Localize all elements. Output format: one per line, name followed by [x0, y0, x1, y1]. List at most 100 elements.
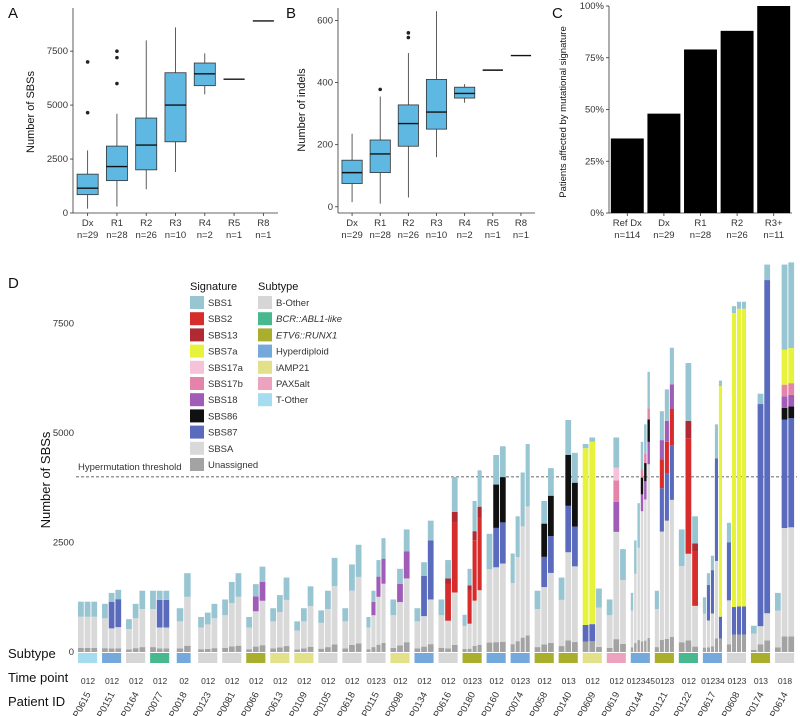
bar-segment-sbs1 [572, 452, 578, 483]
bar-segment-sbs1 [294, 621, 301, 631]
bar-segment-sbs7a [582, 448, 589, 625]
subtype-strip-p0134 [414, 653, 434, 663]
bar-segment-sbs1 [757, 393, 764, 405]
time-point-label: 012 [538, 676, 552, 686]
patient-id-label: P0115 [360, 690, 382, 716]
box [76, 173, 99, 196]
bar-segment-sbsa [427, 599, 434, 645]
bar-segment-sbsa [325, 609, 331, 648]
bar-segment-sbs86 [788, 406, 795, 419]
panel-c-barchart: 0% 25% 50% 75% 100% Ref Dxn=114 Dxn=29 R1n=28 R2… [580, 1, 792, 241]
box [105, 145, 128, 182]
bar-segment-sbsa [438, 615, 445, 648]
bar-segment-sbs13 [692, 543, 698, 552]
bar-segment-sbsa [371, 615, 376, 648]
y-tick-label: 5000 [47, 100, 68, 111]
bar-segment-sbsa [525, 506, 530, 636]
bar-segment-sbs1 [664, 389, 669, 421]
bar-segment-unassigned [371, 647, 376, 652]
legend-swatch-subtype [258, 328, 272, 342]
legend-swatch-sbs2 [190, 312, 204, 326]
subtype-strip-p0180 [462, 653, 482, 663]
bar-segment-unassigned [84, 647, 91, 652]
bar-segment-sbs1 [427, 520, 434, 541]
bar-segment-sbs1 [307, 586, 314, 607]
bar-segment-sbs87 [565, 505, 572, 553]
patient-id-label: P0066 [239, 690, 262, 716]
bar-segment-unassigned [300, 648, 307, 652]
bar-segment-sbs87 [115, 599, 122, 628]
legend-label-sbs18: SBS18 [208, 395, 238, 406]
subtype-strip-p0608 [726, 653, 747, 663]
legend-swatch-unassigned [190, 458, 204, 471]
bar-segment-sbs86 [541, 523, 548, 557]
bar-segment-unassigned [427, 644, 434, 652]
bar [610, 138, 644, 213]
bar-segment-sbs17b [613, 480, 620, 502]
bar-segment-sbsa [750, 633, 757, 650]
box [164, 72, 187, 143]
bar-segment-unassigned [647, 637, 650, 652]
bar-segment-sbsa [91, 616, 98, 648]
y-tick-label: 7500 [47, 46, 68, 57]
bar-segment-sbs1 [462, 614, 467, 626]
bar-segment-sbsa [692, 605, 698, 647]
bar-segment-unassigned [91, 647, 98, 652]
bar-segment-sbsa [558, 599, 565, 647]
x-count-label: n=1 [513, 230, 529, 241]
bar-segment-sbsa [640, 511, 644, 642]
bar-segment-sbs87 [664, 473, 669, 521]
bar-segment-sbs1 [764, 264, 771, 281]
legend: SBS1 SBS2 SBS13 SBS7a SBS17a SBS17b SBS18 SBS86… [190, 296, 342, 471]
legend-label-subtype: T-Other [276, 395, 308, 406]
x-count-label: n=29 [77, 230, 98, 241]
bar-segment-sbs1 [630, 592, 634, 611]
subtype-strip-p0121 [654, 653, 674, 663]
panel-d-ylabel: Number of SBSs [38, 431, 53, 528]
bar-segment-sbsa [163, 627, 170, 649]
x-tick-label: R3 [169, 218, 181, 229]
patient-id-label: P0608 [720, 690, 743, 716]
bar-segment-unassigned [198, 649, 204, 652]
bar-segment-unassigned [211, 648, 218, 652]
bar-segment-sbs1 [781, 264, 788, 350]
bar [757, 6, 791, 213]
bar-segment-unassigned [294, 649, 301, 652]
patient-id-label: P0123 [191, 690, 214, 716]
bar-segment-sbsa [349, 590, 355, 645]
subtype-strip-p0074 [510, 653, 530, 663]
subtype-strip-p0077 [150, 653, 170, 663]
bar-segment-sbsa [294, 630, 301, 650]
bar-segment-sbsa [176, 621, 184, 649]
bar-segment-sbsa [403, 578, 410, 643]
bar-segment-sbs13 [445, 578, 451, 584]
bar-segment-sbs1 [486, 533, 493, 570]
bar-segment-sbs1 [606, 599, 613, 616]
bar-segment-sbs1 [706, 573, 710, 586]
bar-segment-sbs1 [276, 595, 283, 613]
subtype-strip-p0018 [176, 653, 191, 663]
bar-segment-sbsa [235, 596, 242, 646]
bar-segment-sbsa [565, 552, 572, 641]
bar-segment-sbs87 [736, 606, 742, 635]
patient-id-label: P0122 [672, 690, 695, 716]
bar-segment-sbsa [222, 615, 228, 648]
bar-segment-sbs1 [596, 588, 602, 608]
bar-segment-sbsa [659, 531, 664, 640]
legend-swatch-sbs86 [190, 409, 204, 423]
panel-a-ylabel: Number of SBSs [25, 71, 37, 153]
bar-segment-sbs1 [108, 592, 115, 602]
bar-segment-unassigned [246, 649, 253, 652]
bar-segment-sbs1 [102, 603, 108, 619]
bar-segment-unassigned [235, 645, 242, 652]
bar-segment-unassigned [331, 644, 338, 652]
bar-segment-sbs1 [438, 599, 445, 616]
bar-segment-sbs86 [499, 477, 506, 523]
time-point-label: 012 [345, 676, 359, 686]
x-count-label: n=11 [763, 230, 784, 241]
bar-segment-unassigned [259, 645, 266, 652]
bar-segment-sbs86 [572, 482, 578, 527]
bar-segment-sbs1 [421, 562, 427, 576]
bar-segment-unassigned [493, 642, 500, 652]
bar-segment-unassigned [520, 637, 525, 652]
